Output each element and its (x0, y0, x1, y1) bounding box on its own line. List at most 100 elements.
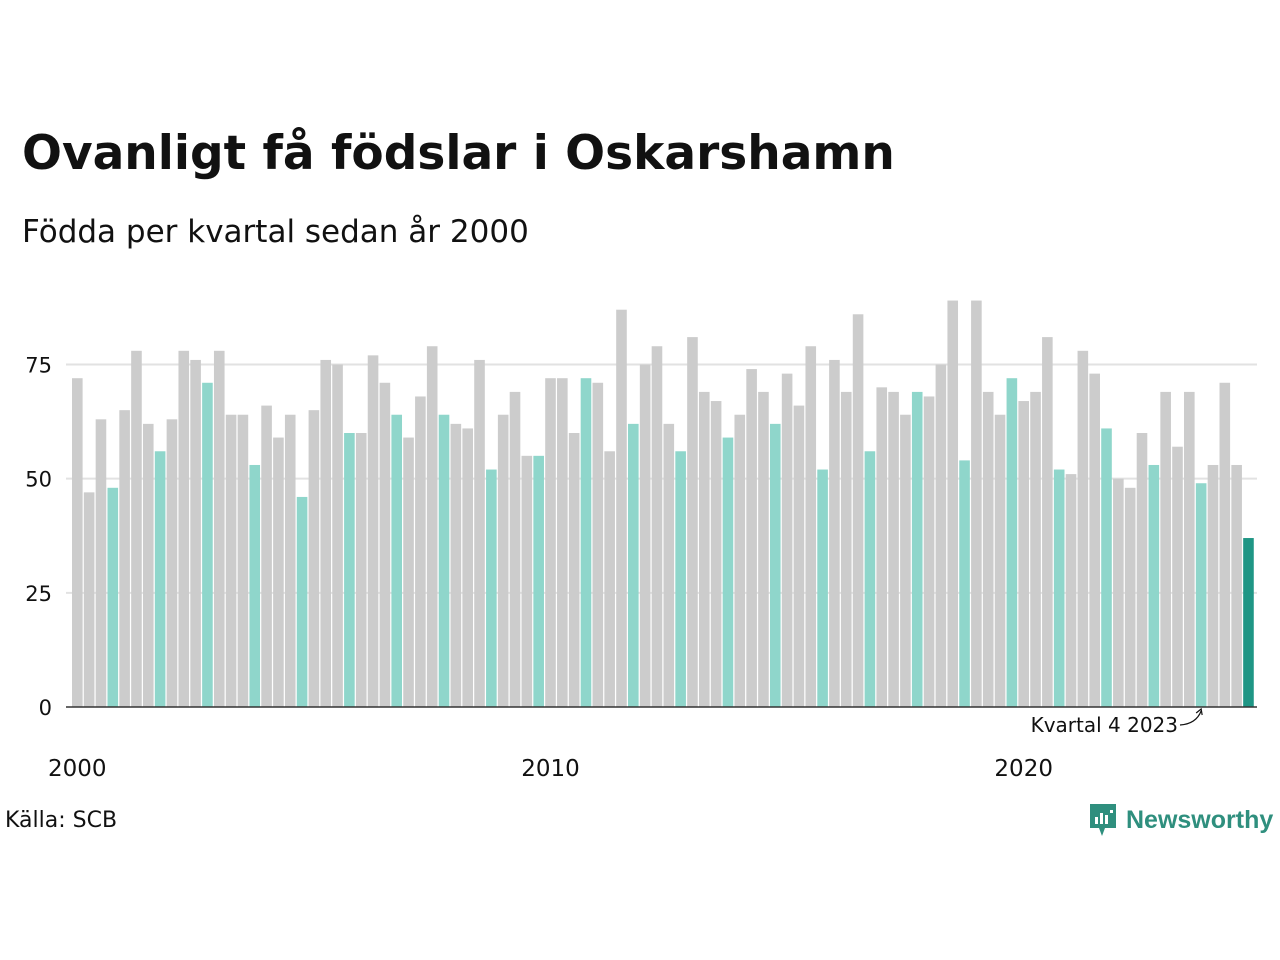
bar-36 (497, 414, 509, 707)
bar-43 (580, 378, 592, 707)
newsworthy-logo-icon (1090, 804, 1116, 836)
bar-83 (1053, 469, 1065, 707)
bar-54 (710, 401, 722, 707)
bar-96 (1207, 464, 1219, 707)
source-note: Källa: SCB (5, 808, 118, 833)
bar-59 (769, 423, 781, 707)
bar-8 (166, 419, 178, 707)
bar-11 (202, 382, 213, 707)
bar-82 (1042, 337, 1053, 707)
bar-6 (142, 423, 154, 707)
bar-46 (616, 309, 627, 707)
bar-68 (876, 387, 888, 707)
chart-title: Ovanligt få födslar i Oskarshamn (22, 126, 895, 181)
y-tick-label-0: 0 (39, 696, 52, 720)
newsworthy-logo: Newsworthy (1088, 802, 1273, 838)
bar-41 (557, 378, 568, 707)
bar-67 (864, 451, 876, 707)
bar-75 (959, 460, 970, 707)
y-tick-label-75: 75 (25, 354, 52, 378)
bar-80 (1018, 401, 1029, 707)
bar-40 (545, 378, 556, 707)
bar-57 (746, 369, 757, 707)
bar-74 (947, 300, 959, 707)
bar-13 (225, 414, 237, 707)
bar-87 (1101, 428, 1112, 707)
bar-23 (344, 433, 355, 707)
bar-85 (1077, 350, 1089, 707)
bar-3 (107, 487, 119, 707)
bar-39 (533, 455, 544, 707)
bar-92 (1160, 391, 1171, 707)
bar-72 (923, 396, 935, 707)
y-tick-label-25: 25 (25, 582, 52, 606)
chart-subtitle: Födda per kvartal sedan år 2000 (22, 214, 529, 250)
bar-38 (521, 455, 533, 707)
bar-79 (1006, 378, 1018, 707)
bar-35 (486, 469, 497, 707)
bar-15 (249, 464, 261, 707)
bar-42 (568, 433, 580, 707)
bar-51 (675, 451, 686, 707)
bar-71 (911, 391, 923, 707)
bars (72, 300, 1254, 707)
bar-47 (628, 423, 639, 707)
bar-21 (320, 359, 332, 707)
bar-50 (663, 423, 675, 707)
bar-14 (237, 414, 249, 707)
bar-9 (178, 350, 190, 707)
bar-90 (1136, 433, 1148, 707)
bar-10 (190, 359, 201, 707)
bar-48 (639, 364, 651, 707)
bar-1 (83, 492, 95, 707)
bar-64 (829, 359, 840, 707)
bar-33 (462, 428, 473, 707)
bar-97 (1219, 382, 1231, 707)
bar-58 (758, 391, 769, 707)
bar-93 (1172, 446, 1183, 707)
bar-37 (509, 391, 521, 707)
brand-name: Newsworthy (1126, 805, 1274, 834)
bar-27 (391, 414, 403, 707)
bar-84 (1065, 474, 1077, 707)
bar-81 (1030, 391, 1041, 707)
annotation-arrow (1179, 710, 1202, 726)
bar-2 (95, 419, 107, 707)
bar-53 (698, 391, 710, 707)
bar-28 (403, 437, 414, 707)
bar-89 (1124, 487, 1136, 707)
bar-94 (1184, 391, 1195, 707)
bar-22 (332, 364, 343, 707)
bar-66 (852, 314, 864, 707)
bar-78 (994, 414, 1006, 707)
bar-70 (900, 414, 911, 707)
axes: 0 25 50 75 2000 2010 2020 Kvartal 4 2023 (25, 354, 1257, 782)
y-tick-label-50: 50 (25, 468, 52, 492)
bar-30 (426, 346, 438, 707)
bar-98 (1231, 464, 1242, 707)
bar-86 (1089, 373, 1100, 707)
bar-32 (450, 423, 462, 707)
bar-20 (308, 410, 320, 707)
bar-49 (651, 346, 663, 707)
bar-44 (592, 382, 604, 707)
bar-56 (734, 414, 746, 707)
bar-4 (119, 410, 130, 707)
bar-29 (415, 396, 426, 707)
bar-45 (604, 451, 615, 707)
bar-99 (1243, 538, 1254, 707)
bar-17 (273, 437, 284, 707)
bar-60 (781, 373, 793, 707)
x-tick-label-2000: 2000 (48, 756, 107, 782)
bar-62 (805, 346, 817, 707)
bar-76 (971, 300, 982, 707)
annotation-arrowhead (1195, 707, 1203, 716)
bar-91 (1148, 464, 1160, 707)
bar-25 (367, 355, 379, 707)
bar-95 (1195, 483, 1207, 707)
bar-19 (296, 496, 308, 707)
bar-77 (982, 391, 994, 707)
bar-16 (261, 405, 272, 707)
bar-63 (817, 469, 828, 707)
bar-18 (284, 414, 296, 707)
